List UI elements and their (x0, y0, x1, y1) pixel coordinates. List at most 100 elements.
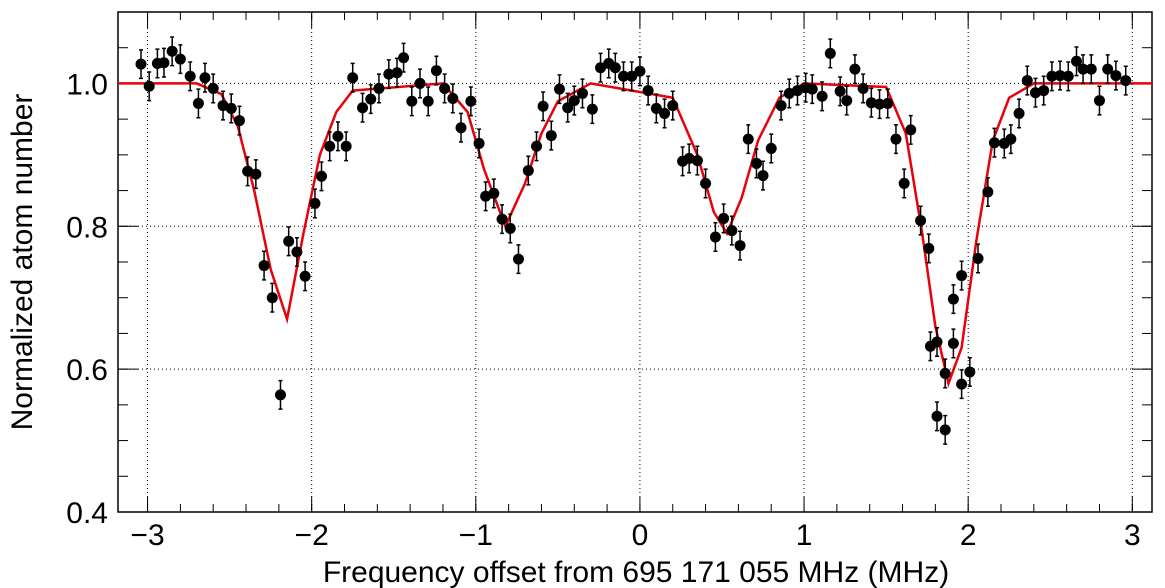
data-point (618, 70, 630, 82)
data-point (537, 100, 549, 112)
data-point (700, 177, 712, 189)
data-point (595, 62, 607, 74)
data-point (291, 246, 303, 258)
data-point (1071, 55, 1083, 67)
data-point (865, 97, 877, 109)
data-point (576, 87, 588, 99)
data-point (373, 82, 385, 94)
data-point (166, 45, 178, 57)
data-point (1093, 95, 1105, 107)
data-point (439, 82, 451, 94)
data-point (709, 231, 721, 243)
data-point (266, 292, 278, 304)
data-point (882, 97, 894, 109)
data-point (347, 72, 359, 84)
data-point (898, 177, 910, 189)
data-point (391, 67, 403, 79)
data-point (734, 240, 746, 252)
data-point (309, 197, 321, 209)
data-point (931, 410, 943, 422)
data-point (1021, 75, 1033, 87)
data-point (531, 140, 543, 152)
data-point (545, 130, 557, 142)
data-point (158, 57, 170, 69)
data-point (522, 165, 534, 177)
data-point (726, 225, 738, 237)
data-point (340, 140, 352, 152)
data-point (496, 213, 508, 225)
data-point (659, 107, 671, 119)
data-point (365, 93, 377, 105)
x-tick-label: 0 (632, 519, 649, 552)
x-tick-label: 3 (1124, 519, 1141, 552)
data-point (274, 389, 286, 401)
data-point (765, 142, 777, 154)
data-point (609, 62, 621, 74)
data-point (568, 95, 580, 107)
data-point (488, 187, 500, 199)
data-point (473, 137, 485, 149)
data-point (915, 215, 927, 227)
data-point (233, 115, 245, 127)
data-point (905, 124, 917, 136)
data-point (357, 102, 369, 114)
data-point (691, 155, 703, 167)
data-point (939, 367, 951, 379)
data-point (414, 77, 426, 89)
data-point (455, 122, 467, 134)
data-point (972, 252, 984, 264)
y-tick-label: 0.6 (66, 354, 108, 387)
data-point (422, 95, 434, 107)
data-point (634, 65, 646, 77)
data-point (742, 133, 754, 145)
x-tick-label: −1 (459, 519, 493, 552)
y-tick-label: 0.4 (66, 497, 108, 530)
data-point (504, 222, 516, 234)
data-point (1110, 70, 1122, 82)
data-point (512, 253, 524, 265)
data-point (1005, 133, 1017, 145)
data-point (890, 133, 902, 145)
y-tick-label: 0.8 (66, 211, 108, 244)
data-point (430, 65, 442, 77)
data-point (650, 102, 662, 114)
data-point (849, 63, 861, 75)
data-point (258, 260, 270, 272)
data-point (562, 102, 574, 114)
x-tick-label: 1 (796, 519, 813, 552)
data-point (332, 130, 344, 142)
data-point (626, 70, 638, 82)
data-point (718, 212, 730, 224)
data-point (174, 53, 186, 65)
data-point (135, 58, 147, 70)
data-point (824, 47, 836, 59)
data-point (406, 95, 418, 107)
fit-line (118, 82, 1152, 388)
data-point (207, 82, 219, 94)
data-point (816, 90, 828, 102)
data-point (947, 293, 959, 305)
data-point (874, 98, 886, 110)
data-point (988, 137, 1000, 149)
data-point (757, 170, 769, 182)
data-point (982, 186, 994, 198)
data-point (398, 52, 410, 64)
x-tick-label: 2 (960, 519, 977, 552)
data-point (834, 85, 846, 97)
data-point (642, 85, 654, 97)
data-point (225, 102, 237, 114)
y-axis-title: Normalized atom number (6, 94, 39, 431)
data-point (324, 140, 336, 152)
plot-frame (117, 11, 1153, 513)
x-tick-label: −2 (295, 519, 329, 552)
data-point (283, 235, 295, 247)
data-point (1038, 85, 1050, 97)
data-point (1054, 70, 1066, 82)
x-axis-title: Frequency offset from 695 171 055 MHz (M… (323, 556, 949, 588)
x-tick-label: −3 (130, 519, 164, 552)
data-point (1046, 70, 1058, 82)
data-point (184, 70, 196, 82)
data-point (956, 270, 968, 282)
data-point (775, 100, 787, 112)
